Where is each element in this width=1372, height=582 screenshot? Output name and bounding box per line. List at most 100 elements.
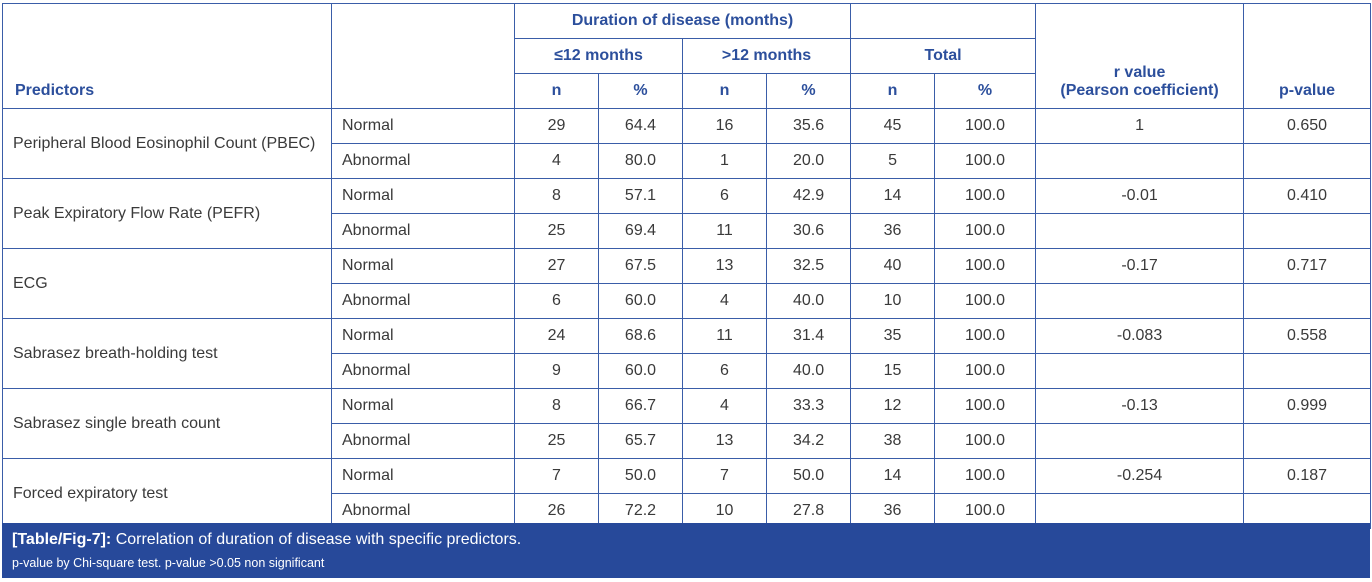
cell-n2: 4: [682, 283, 767, 319]
r-value: -0.083: [1035, 318, 1245, 354]
status-label: Abnormal: [331, 353, 515, 389]
cell-n1: 8: [514, 388, 599, 424]
cell-n1: 29: [514, 108, 599, 144]
cell-n1: 25: [514, 213, 599, 249]
r-value: -0.13: [1035, 388, 1245, 424]
header-pct: %: [598, 73, 683, 109]
p-value: 0.410: [1243, 178, 1372, 214]
cell-p2: 40.0: [765, 353, 852, 389]
cell-n1: 4: [514, 143, 599, 179]
cell-nt: 5: [850, 143, 936, 179]
caption-label: [Table/Fig-7]:: [12, 531, 112, 548]
empty-cell: [1035, 423, 1245, 459]
empty-cell: [1243, 143, 1372, 179]
status-label: Normal: [331, 388, 515, 424]
cell-p1: 80.0: [598, 143, 683, 179]
cell-nt: 38: [850, 423, 936, 459]
predictor-name: Forced expiratory test: [2, 458, 332, 529]
cell-pt: 100.0: [934, 388, 1037, 424]
cell-p1: 69.4: [598, 213, 683, 249]
header-pct: %: [765, 73, 852, 109]
r-value: -0.17: [1035, 248, 1245, 284]
cell-p2: 31.4: [765, 318, 852, 354]
cell-p2: 30.6: [765, 213, 852, 249]
cell-p2: 33.3: [765, 388, 852, 424]
p-value: 0.999: [1243, 388, 1372, 424]
cell-n1: 27: [514, 248, 599, 284]
cell-p1: 50.0: [598, 458, 683, 494]
cell-n2: 13: [682, 423, 767, 459]
cell-nt: 14: [850, 178, 936, 214]
header-pct: %: [934, 73, 1037, 109]
cell-pt: 100.0: [934, 318, 1037, 354]
cell-p1: 65.7: [598, 423, 683, 459]
cell-nt: 12: [850, 388, 936, 424]
table-row: ECG Normal 27 67.5 13 32.5 40 100.0 -0.17 0.717: [2, 248, 1372, 319]
cell-nt: 14: [850, 458, 936, 494]
cell-n2: 7: [682, 458, 767, 494]
cell-n1: 25: [514, 423, 599, 459]
table-row: Peak Expiratory Flow Rate (PEFR) Normal 8 5…: [2, 178, 1372, 249]
cell-n2: 11: [682, 213, 767, 249]
status-label: Abnormal: [331, 283, 515, 319]
table-row: Sabrasez breath-holding test Normal 24 68.6…: [2, 318, 1372, 389]
header-n: n: [514, 73, 599, 109]
caption-note: p-value by Chi-square test. p-value >0.0…: [12, 556, 325, 570]
cell-nt: 40: [850, 248, 936, 284]
cell-n1: 8: [514, 178, 599, 214]
cell-pt: 100.0: [934, 423, 1037, 459]
cell-p2: 35.6: [765, 108, 852, 144]
cell-pt: 100.0: [934, 178, 1037, 214]
cell-p2: 50.0: [765, 458, 852, 494]
predictor-name: Peak Expiratory Flow Rate (PEFR): [2, 178, 332, 249]
p-value: 0.717: [1243, 248, 1372, 284]
table-caption: [Table/Fig-7]: Correlation of duration o…: [2, 523, 1370, 578]
header-blank: [331, 3, 515, 109]
cell-pt: 100.0: [934, 248, 1037, 284]
empty-cell: [1035, 213, 1245, 249]
cell-n2: 6: [682, 178, 767, 214]
header-n: n: [682, 73, 767, 109]
header-total-blank: [850, 3, 1037, 39]
predictor-name: Sabrasez single breath count: [2, 388, 332, 459]
header-n: n: [850, 73, 936, 109]
cell-nt: 15: [850, 353, 936, 389]
cell-pt: 100.0: [934, 143, 1037, 179]
cell-p2: 34.2: [765, 423, 852, 459]
table-row: Abnormal 25 65.7 13 34.2 38 100.0: [3, 423, 1372, 459]
empty-cell: [1243, 353, 1372, 389]
cell-n1: 9: [514, 353, 599, 389]
header-r-value: r value (Pearson coefficient): [1035, 3, 1245, 109]
cell-nt: 36: [850, 213, 936, 249]
cell-pt: 100.0: [934, 108, 1037, 144]
cell-n2: 16: [682, 108, 767, 144]
cell-nt: 45: [850, 108, 936, 144]
predictor-name: Sabrasez breath-holding test: [2, 318, 332, 389]
predictors-table: Predictors Duration of disease (months) …: [2, 3, 1372, 529]
cell-p1: 64.4: [598, 108, 683, 144]
status-label: Normal: [331, 318, 515, 354]
p-value: 0.650: [1243, 108, 1372, 144]
cell-pt: 100.0: [934, 458, 1037, 494]
header-duration: Duration of disease (months): [513, 3, 852, 39]
cell-p2: 42.9: [765, 178, 852, 214]
status-label: Abnormal: [331, 213, 515, 249]
cell-n1: 24: [514, 318, 599, 354]
cell-p1: 57.1: [598, 178, 683, 214]
r-value: 1: [1035, 108, 1245, 144]
status-label: Normal: [331, 108, 515, 144]
predictor-name: Peripheral Blood Eosinophil Count (PBEC): [2, 108, 332, 179]
header-le12: ≤12 months: [514, 38, 683, 74]
r-value-label: r value: [1113, 64, 1166, 81]
header-total: Total: [850, 38, 1037, 74]
cell-n1: 7: [514, 458, 599, 494]
table-row: Abnormal 9 60.0 6 40.0 15 100.0: [3, 353, 1372, 389]
p-value: 0.558: [1243, 318, 1372, 354]
table-row: Peripheral Blood Eosinophil Count (PBEC)…: [2, 108, 1372, 179]
caption-title: [Table/Fig-7]: Correlation of duration o…: [12, 531, 521, 549]
cell-pt: 100.0: [934, 213, 1037, 249]
cell-nt: 10: [850, 283, 936, 319]
cell-n2: 6: [682, 353, 767, 389]
cell-p2: 40.0: [765, 283, 852, 319]
status-label: Abnormal: [331, 423, 515, 459]
